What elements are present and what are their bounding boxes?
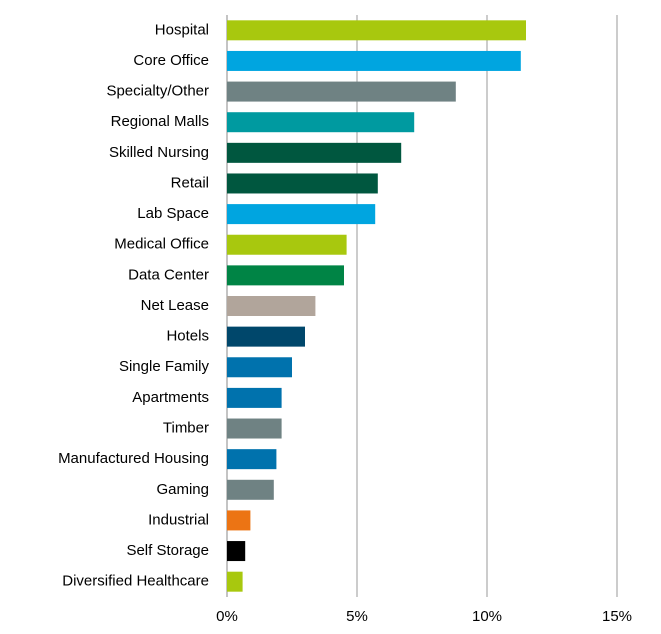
x-tick-label: 15%	[602, 608, 632, 625]
bar	[227, 142, 402, 163]
y-tick-label: Retail	[171, 174, 209, 191]
bar	[227, 173, 378, 194]
y-tick-label: Regional Malls	[111, 113, 209, 130]
bar	[227, 571, 243, 592]
y-tick-label: Manufactured Housing	[58, 450, 209, 467]
y-tick-label: Diversified Healthcare	[62, 573, 209, 590]
y-tick-label: Specialty/Other	[106, 83, 209, 100]
bar	[227, 387, 282, 408]
y-tick-label: Timber	[163, 419, 209, 436]
y-tick-label: Skilled Nursing	[109, 144, 209, 161]
y-tick-label: Self Storage	[126, 542, 209, 559]
bar	[227, 112, 415, 133]
bar	[227, 449, 277, 470]
bar	[227, 50, 521, 71]
bar	[227, 204, 376, 225]
bar	[227, 265, 344, 286]
bar	[227, 541, 246, 562]
y-tick-label: Data Center	[128, 266, 209, 283]
y-tick-label: Hotels	[166, 328, 209, 345]
y-tick-label: Industrial	[148, 511, 209, 528]
bar	[227, 81, 456, 102]
x-tick-label: 5%	[346, 608, 368, 625]
y-tick-label: Core Office	[133, 52, 209, 69]
y-tick-label: Single Family	[119, 358, 210, 375]
bar	[227, 20, 526, 41]
x-tick-label: 0%	[216, 608, 238, 625]
bar	[227, 418, 282, 439]
bar	[227, 479, 274, 500]
y-tick-label: Hospital	[155, 21, 209, 38]
x-tick-label: 10%	[472, 608, 502, 625]
bar	[227, 296, 316, 316]
y-tick-label: Net Lease	[141, 297, 209, 314]
bar	[227, 234, 347, 255]
y-tick-label: Medical Office	[114, 236, 209, 253]
bar	[227, 510, 251, 531]
bar	[227, 326, 305, 347]
y-tick-label: Lab Space	[137, 205, 209, 222]
y-tick-label: Gaming	[156, 481, 209, 498]
bar	[227, 357, 292, 378]
y-tick-label: Apartments	[132, 389, 209, 406]
